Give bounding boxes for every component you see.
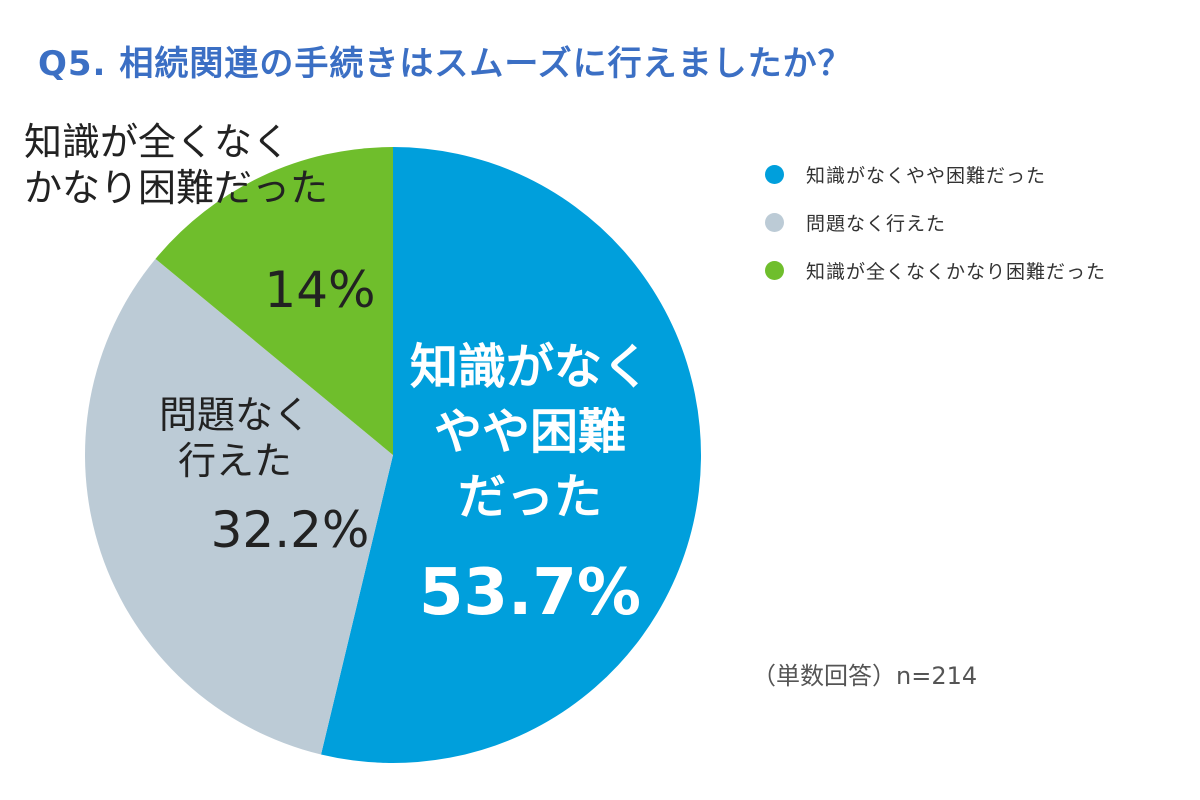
- slice-label-line: やや困難: [433, 403, 626, 460]
- legend-dot-green: [765, 260, 784, 280]
- slice-value-green: 14%: [264, 261, 376, 319]
- slice-label-gray: 問題なく 行えた: [100, 393, 370, 484]
- legend-dot-gray: [765, 212, 784, 232]
- slice-value-blue: 53.7%: [418, 556, 642, 630]
- legend-item-blue: 知識がなくやや困難だった: [765, 150, 1106, 198]
- legend-item-green: 知識が全くなくかなり困難だった: [765, 246, 1106, 294]
- slice-label-green: 知識が全くなく かなり困難だった: [24, 120, 384, 211]
- legend-label: 知識がなくやや困難だった: [806, 164, 1047, 187]
- legend-label: 問題なく行えた: [806, 212, 947, 235]
- slice-label-line: だった: [457, 468, 602, 525]
- legend: 知識がなくやや困難だった 問題なく行えた 知識が全くなくかなり困難だった: [765, 150, 1106, 294]
- slice-label-line: 知識が全くなく: [24, 120, 291, 164]
- slice-label-blue: 知識がなく やや困難 だった: [380, 335, 680, 529]
- chart-title: Q5. 相続関連の手続きはスムーズに行えましたか？: [38, 44, 853, 84]
- slice-label-line: 行えた: [177, 438, 292, 483]
- slice-value-gray: 32.2%: [210, 501, 370, 559]
- sample-size-note: （単数回答）n=214: [752, 662, 978, 690]
- legend-item-gray: 問題なく行えた: [765, 198, 1106, 246]
- slice-label-line: 知識がなく: [409, 339, 650, 395]
- pie-slice-green: [155, 147, 393, 455]
- legend-dot-blue: [765, 164, 784, 184]
- pie-slice-gray: [85, 258, 394, 755]
- pie-slice-blue: [321, 147, 702, 764]
- legend-label: 知識が全くなくかなり困難だった: [806, 260, 1107, 283]
- slice-label-line: 問題なく: [158, 393, 311, 437]
- slice-label-line: かなり困難だった: [24, 165, 329, 210]
